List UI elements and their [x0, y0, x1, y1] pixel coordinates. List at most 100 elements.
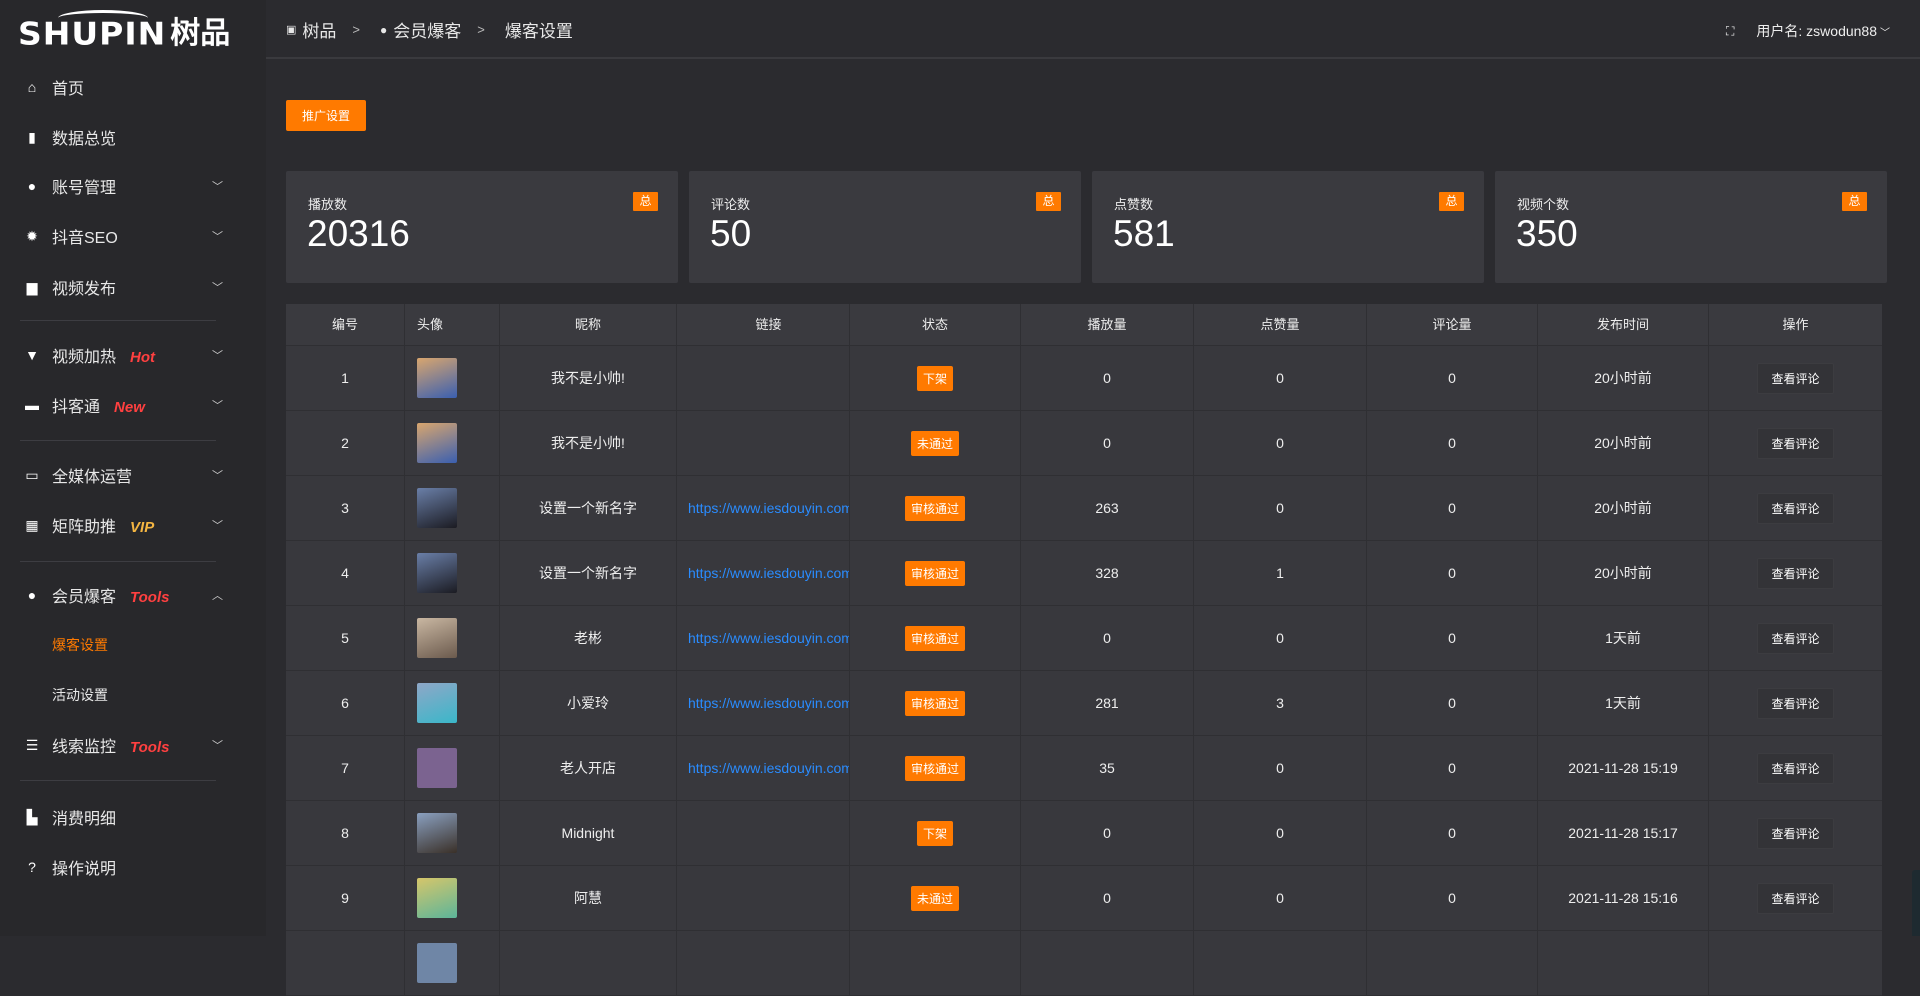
- stat-value: 581: [1113, 213, 1175, 254]
- status-badge: 未通过: [910, 885, 959, 911]
- column-header: 昵称: [500, 304, 677, 345]
- cell-nickname: [500, 931, 677, 995]
- cell-nickname: 设置一个新名字: [500, 541, 677, 605]
- chevron-right-icon: >: [477, 22, 485, 37]
- badge: Tools: [130, 589, 170, 606]
- table-row: 2 我不是小帅! 未通过 0 0 0 20小时前 查看评论: [286, 411, 1882, 476]
- view-comments-button[interactable]: 查看评论: [1757, 817, 1834, 849]
- cell-plays: 35: [1021, 736, 1194, 800]
- cell-comments: 0: [1367, 671, 1538, 735]
- cell-id: 2: [286, 411, 405, 475]
- cell-id: 4: [286, 541, 405, 605]
- sidebar-item[interactable]: ☰ 线索监控 Tools ﹀: [0, 720, 266, 770]
- cell-plays: 0: [1021, 866, 1194, 930]
- stat-title: 视频个数: [1517, 197, 1570, 212]
- sidebar-item[interactable]: ▆ 视频发布 ﹀: [0, 262, 266, 312]
- column-header: 编号: [286, 304, 405, 345]
- badge: Tools: [130, 739, 170, 756]
- video-link[interactable]: https://www.iesdouyin.com: [688, 760, 850, 776]
- video-link[interactable]: https://www.iesdouyin.com: [688, 630, 850, 646]
- home-icon: ⌂: [27, 79, 37, 95]
- status-badge: 审核通过: [904, 690, 965, 716]
- user-menu[interactable]: 用户名: zswodun88: [1756, 23, 1877, 39]
- chevron-up-icon[interactable]: ︿: [212, 590, 223, 602]
- video-link[interactable]: https://www.iesdouyin.com: [688, 500, 850, 516]
- sidebar-item[interactable]: ▭ 全媒体运营 ﹀: [0, 450, 266, 500]
- chevron-down-icon[interactable]: ﹀: [212, 282, 223, 294]
- sidebar-item[interactable]: ⌂ 首页: [0, 62, 266, 112]
- cell-nickname: 设置一个新名字: [500, 476, 677, 540]
- sidebar-item[interactable]: ▮ 数据总览: [0, 112, 266, 162]
- status-badge: 审核通过: [904, 560, 965, 586]
- cell-publish-time: 2021-11-28 15:17: [1538, 801, 1709, 865]
- view-comments-button[interactable]: 查看评论: [1757, 882, 1834, 914]
- sidebar-item[interactable]: ● 账号管理 ﹀: [0, 161, 266, 211]
- sidebar-item[interactable]: ▙ 消费明细: [0, 792, 266, 842]
- view-comments-button[interactable]: 查看评论: [1757, 557, 1834, 589]
- view-comments-button[interactable]: 查看评论: [1757, 687, 1834, 719]
- video-link[interactable]: https://www.iesdouyin.com: [688, 695, 850, 711]
- cell-publish-time: [1538, 931, 1709, 995]
- badge: VIP: [130, 519, 155, 536]
- view-comments-button[interactable]: 查看评论: [1757, 427, 1834, 459]
- video-link[interactable]: https://www.iesdouyin.com: [688, 565, 850, 581]
- chevron-down-icon[interactable]: ﹀: [212, 470, 223, 482]
- chevron-down-icon[interactable]: ﹀: [212, 231, 223, 243]
- breadcrumb: ▣ 树品 > ● 会员爆客 > 爆客设置: [286, 17, 573, 42]
- sidebar-subitem[interactable]: 爆客设置: [52, 637, 108, 653]
- sidebar-item-label: 数据总览: [52, 131, 117, 148]
- data-table: 编号 头像 昵称 链接 状态 播放量 点赞量 评论量 发布时间 操作 1 我不是小帅! 下架 0 0 0 20小…: [286, 304, 1882, 996]
- column-header: 点赞量: [1194, 304, 1367, 345]
- sidebar-subitem[interactable]: 活动设置: [52, 687, 108, 703]
- stat-value: 20316: [307, 213, 410, 254]
- sidebar-item[interactable]: ▬ 抖客通 New ﹀: [0, 380, 266, 430]
- sidebar-item[interactable]: ✹ 抖音SEO ﹀: [0, 211, 266, 261]
- cell-publish-time: 20小时前: [1538, 411, 1709, 475]
- cell-likes: 0: [1194, 476, 1367, 540]
- chevron-down-icon[interactable]: ﹀: [212, 400, 223, 412]
- cell-id: [286, 931, 405, 995]
- user-icon: ●: [27, 178, 37, 194]
- chevron-down-icon[interactable]: ﹀: [212, 740, 223, 752]
- divider: [20, 561, 216, 562]
- chevron-down-icon[interactable]: ﹀: [212, 181, 223, 193]
- promo-settings-button[interactable]: 推广设置: [286, 100, 366, 131]
- chevron-down-icon[interactable]: ﹀: [212, 520, 223, 532]
- avatar: [417, 423, 457, 463]
- sidebar-item[interactable]: ▦ 矩阵助推 VIP ﹀: [0, 500, 266, 550]
- breadcrumb-member[interactable]: 会员爆客: [393, 22, 462, 41]
- breadcrumb-home[interactable]: 树品: [302, 22, 337, 41]
- chat-icon: ▬: [25, 397, 39, 413]
- cell-id: 1: [286, 346, 405, 410]
- stat-value: 350: [1516, 213, 1578, 254]
- cell-nickname: 老人开店: [500, 736, 677, 800]
- gear-icon: ✹: [26, 227, 38, 244]
- view-comments-button[interactable]: 查看评论: [1757, 492, 1834, 524]
- badge: Hot: [130, 349, 156, 366]
- sidebar-item[interactable]: ? 操作说明: [0, 842, 266, 892]
- cell-likes: 3: [1194, 671, 1367, 735]
- total-badge: 总: [633, 192, 658, 211]
- cell-likes: 0: [1194, 606, 1367, 670]
- chevron-down-icon[interactable]: ﹀: [212, 350, 223, 362]
- grid-icon: ▦: [25, 516, 39, 533]
- sidebar-item[interactable]: ▼ 视频加热 Hot ﹀: [0, 330, 266, 380]
- divider: [20, 780, 216, 781]
- cell-publish-time: 20小时前: [1538, 541, 1709, 605]
- cell-likes: 0: [1194, 736, 1367, 800]
- view-comments-button[interactable]: 查看评论: [1757, 622, 1834, 654]
- view-comments-button[interactable]: 查看评论: [1757, 362, 1834, 394]
- question-icon: ?: [28, 859, 36, 875]
- fullscreen-icon[interactable]: ⛶: [1725, 23, 1735, 38]
- cell-plays: 263: [1021, 476, 1194, 540]
- sidebar-item-label: 账号管理: [52, 180, 117, 197]
- floating-widget[interactable]: [1912, 870, 1920, 936]
- logo: SHUPIN 树品: [18, 10, 230, 52]
- cell-comments: 0: [1367, 476, 1538, 540]
- chevron-down-icon[interactable]: ﹀: [1880, 27, 1890, 39]
- total-badge: 总: [1036, 192, 1061, 211]
- sidebar-item-label: 视频发布: [52, 281, 117, 298]
- view-comments-button[interactable]: 查看评论: [1757, 752, 1834, 784]
- avatar: [417, 943, 457, 983]
- sidebar-item[interactable]: ● 会员爆客 Tools ︿: [0, 570, 266, 620]
